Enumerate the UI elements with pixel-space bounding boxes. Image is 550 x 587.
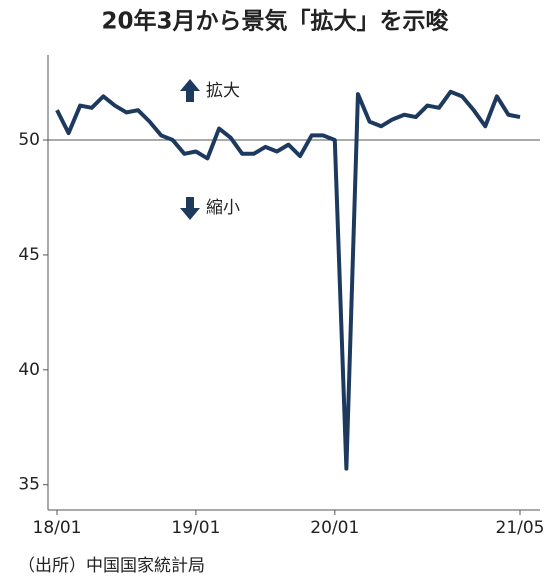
x-tick-label: 21/05 xyxy=(496,518,545,538)
source: （出所）中国国家統計局 xyxy=(18,556,205,576)
y-tick-label: 35 xyxy=(18,475,40,495)
y-tick-label: 50 xyxy=(18,130,40,150)
line xyxy=(55,89,521,471)
x-tick-label: 19/01 xyxy=(171,518,220,538)
up-arrow xyxy=(180,79,200,102)
chart-title: 20年3月から景気「拡大」を示唆 xyxy=(101,8,449,35)
annotation: 縮小 xyxy=(206,198,240,218)
y-tick-label: 40 xyxy=(18,360,40,380)
annotation: 拡大 xyxy=(206,81,240,101)
y-tick-label: 45 xyxy=(18,245,40,265)
x-tick-label: 20/01 xyxy=(310,518,359,538)
x-tick-label: 18/01 xyxy=(33,518,82,538)
down-arrow xyxy=(180,197,200,220)
